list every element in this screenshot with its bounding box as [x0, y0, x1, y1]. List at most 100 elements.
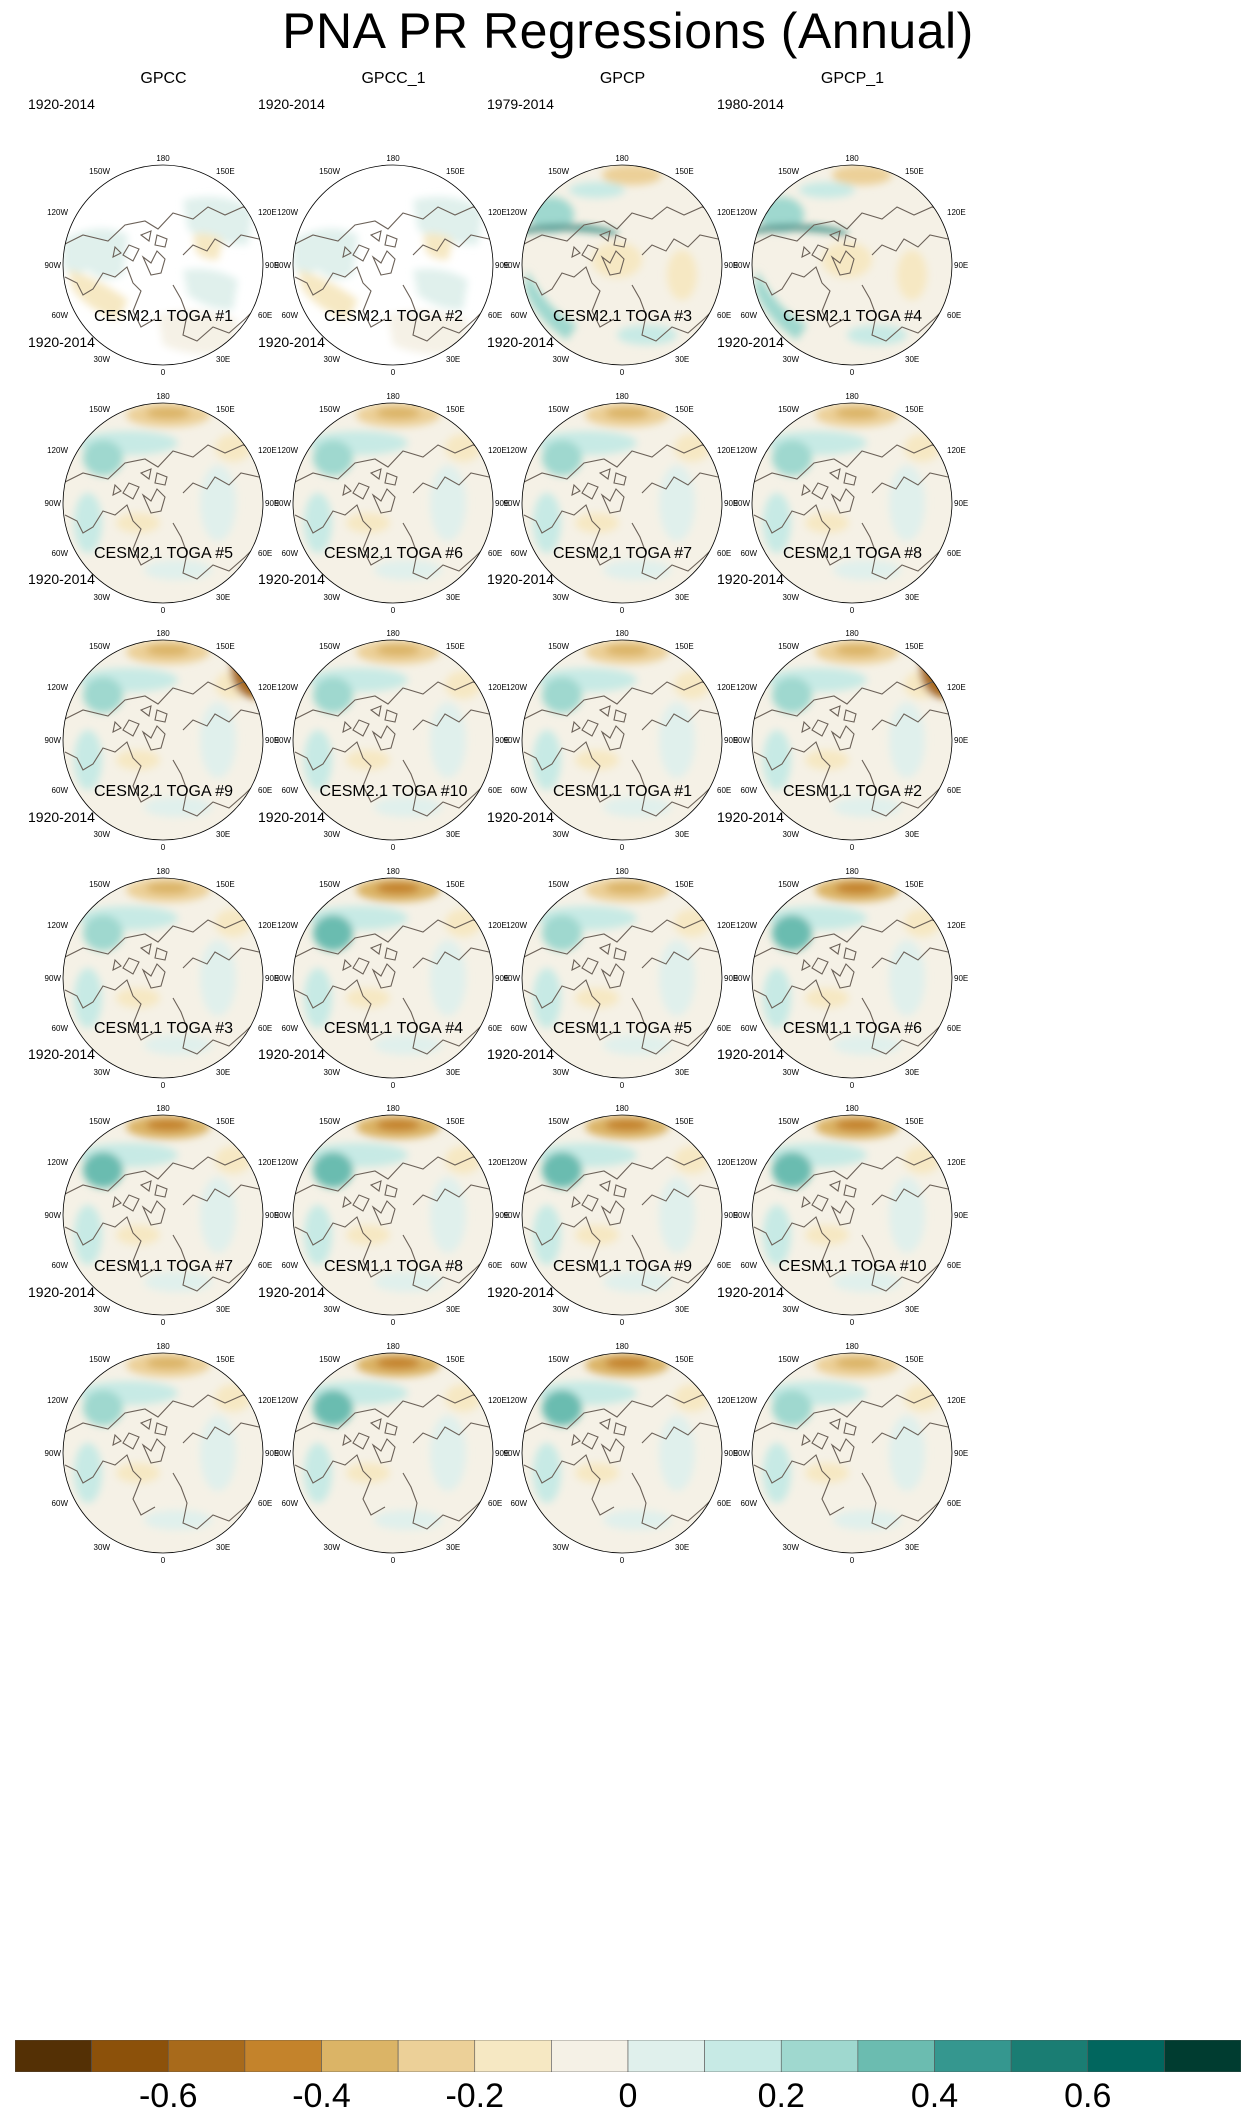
longitude-label: 0: [391, 1081, 396, 1090]
longitude-label: 150E: [905, 405, 924, 414]
panel-title: CESM2.1 TOGA #8: [782, 545, 923, 562]
longitude-label: 120W: [277, 446, 298, 455]
polar-map: 180 150W 150E 120W 120E 90W 90E 60W 60E 30W 30E 0: [504, 629, 739, 852]
longitude-label: 60E: [258, 311, 272, 320]
longitude-label: 90W: [45, 736, 62, 745]
longitude-label: 120W: [736, 683, 757, 692]
longitude-label: 0: [391, 1318, 396, 1327]
polar-map: 180 150W 150E 120W 120E 90W 90E 60W 60E 30W 30E 0: [734, 1104, 969, 1327]
colorbar-swatch: [167, 2039, 246, 2073]
longitude-label: 120W: [47, 208, 68, 217]
longitude-label: 30E: [216, 593, 230, 602]
longitude-label: 30E: [905, 830, 919, 839]
longitude-label: 30W: [783, 1305, 800, 1314]
map-panel: 180 150W 150E 120W 120E 90W 90E 60W 60E 30W 30E 0 CE…: [697, 1258, 1008, 1580]
longitude-label: 60W: [741, 1261, 758, 1270]
polar-map: 180 150W 150E 120W 120E 90W 90E 60W 60E 30W 30E 0: [45, 1104, 280, 1327]
longitude-label: 0: [620, 606, 625, 615]
longitude-label: 180: [845, 867, 859, 876]
longitude-label: 90E: [954, 736, 968, 745]
longitude-label: 0: [850, 606, 855, 615]
longitude-label: 120W: [277, 683, 298, 692]
longitude-label: 90W: [275, 1449, 292, 1458]
panel-title: CESM2.1 TOGA #3: [552, 308, 693, 325]
longitude-label: 90E: [954, 974, 968, 983]
longitude-label: 90W: [734, 974, 751, 983]
longitude-label: 90W: [275, 499, 292, 508]
longitude-label: 120E: [947, 1158, 966, 1167]
longitude-label: 60E: [947, 786, 961, 795]
longitude-label: 60W: [741, 549, 758, 558]
panel-period: 1920-2014: [717, 571, 784, 587]
longitude-label: 60W: [52, 549, 69, 558]
longitude-label: 60E: [488, 786, 502, 795]
longitude-label: 90E: [724, 974, 738, 983]
longitude-label: 180: [845, 154, 859, 163]
panel-period: 1920-2014: [28, 1046, 95, 1062]
map-panel: 180 150W 150E 120W 120E 90W 90E 60W 60E 30W 30E 0 CE…: [467, 1020, 778, 1342]
panel-title: CESM2.1 TOGA #2: [323, 308, 464, 325]
map-panel: 180 150W 150E 120W 120E 90W 90E 60W 60E 30W 30E 0 CE…: [238, 1258, 549, 1580]
longitude-label: 120E: [488, 208, 507, 217]
panel-period: 1920-2014: [258, 809, 325, 825]
longitude-label: 150E: [216, 405, 235, 414]
colorbar-swatch: [244, 2039, 322, 2073]
longitude-label: 120W: [47, 446, 68, 455]
longitude-label: 30E: [675, 1543, 689, 1552]
map-panel: 180 150W 150E 120W 120E 90W 90E 60W 60E 30W 30E 0 GP…: [238, 70, 549, 392]
longitude-label: 180: [615, 867, 629, 876]
longitude-label: 90E: [954, 1211, 968, 1220]
longitude-label: 0: [391, 1556, 396, 1565]
map-panel: 180 150W 150E 120W 120E 90W 90E 60W 60E 30W 30E 0 CE…: [8, 545, 319, 867]
longitude-label: 60W: [511, 1499, 528, 1508]
longitude-label: 30W: [94, 830, 111, 839]
longitude-label: 120W: [277, 208, 298, 217]
longitude-label: 90E: [265, 499, 279, 508]
longitude-label: 180: [386, 154, 400, 163]
longitude-label: 120W: [506, 1396, 527, 1405]
longitude-label: 120E: [717, 683, 736, 692]
longitude-label: 150W: [548, 880, 569, 889]
longitude-label: 60E: [258, 1499, 272, 1508]
longitude-label: 30E: [216, 1305, 230, 1314]
longitude-label: 150W: [778, 1355, 799, 1364]
longitude-label: 120E: [947, 683, 966, 692]
longitude-label: 60W: [511, 311, 528, 320]
colorbar-swatch: [780, 2039, 859, 2073]
panel-title: CESM1.1 TOGA #5: [552, 1020, 693, 1037]
longitude-label: 90E: [265, 261, 279, 270]
longitude-label: 30W: [553, 1543, 570, 1552]
longitude-label: 90E: [265, 1449, 279, 1458]
longitude-label: 150W: [89, 1355, 110, 1364]
polar-map: 180 150W 150E 120W 120E 90W 90E 60W 60E 30W 30E 0: [275, 154, 510, 377]
colorbar-swatch: [91, 2039, 169, 2073]
map-panel: 180 150W 150E 120W 120E 90W 90E 60W 60E 30W 30E 0 CE…: [238, 545, 549, 867]
colorbar-swatch: [14, 2039, 92, 2073]
longitude-label: 60W: [52, 1024, 69, 1033]
longitude-label: 60E: [947, 1261, 961, 1270]
longitude-label: 120E: [258, 921, 277, 930]
longitude-label: 30E: [446, 830, 460, 839]
longitude-label: 150W: [89, 880, 110, 889]
polar-map: 180 150W 150E 120W 120E 90W 90E 60W 60E 30W 30E 0: [504, 154, 739, 377]
longitude-label: 60W: [282, 786, 299, 795]
longitude-label: 150E: [675, 1355, 694, 1364]
map-panel: 180 150W 150E 120W 120E 90W 90E 60W 60E 30W 30E 0 GP…: [8, 70, 319, 392]
longitude-label: 0: [850, 1318, 855, 1327]
longitude-label: 90E: [724, 736, 738, 745]
longitude-label: 90W: [734, 499, 751, 508]
longitude-label: 120E: [258, 683, 277, 692]
map-panel: 180 150W 150E 120W 120E 90W 90E 60W 60E 30W 30E 0 GP…: [697, 70, 1008, 392]
longitude-label: 120E: [258, 1158, 277, 1167]
longitude-label: 180: [156, 392, 170, 401]
longitude-label: 60E: [258, 786, 272, 795]
longitude-label: 60E: [488, 1024, 502, 1033]
longitude-label: 30E: [905, 593, 919, 602]
longitude-label: 120W: [506, 683, 527, 692]
panel-period: 1920-2014: [258, 1284, 325, 1300]
longitude-label: 30E: [675, 830, 689, 839]
panel-title: CESM2.1 TOGA #6: [323, 545, 464, 562]
longitude-label: 60W: [52, 1261, 69, 1270]
longitude-label: 0: [620, 1556, 625, 1565]
colorbar-tick-label: -0.6: [138, 2077, 198, 2115]
